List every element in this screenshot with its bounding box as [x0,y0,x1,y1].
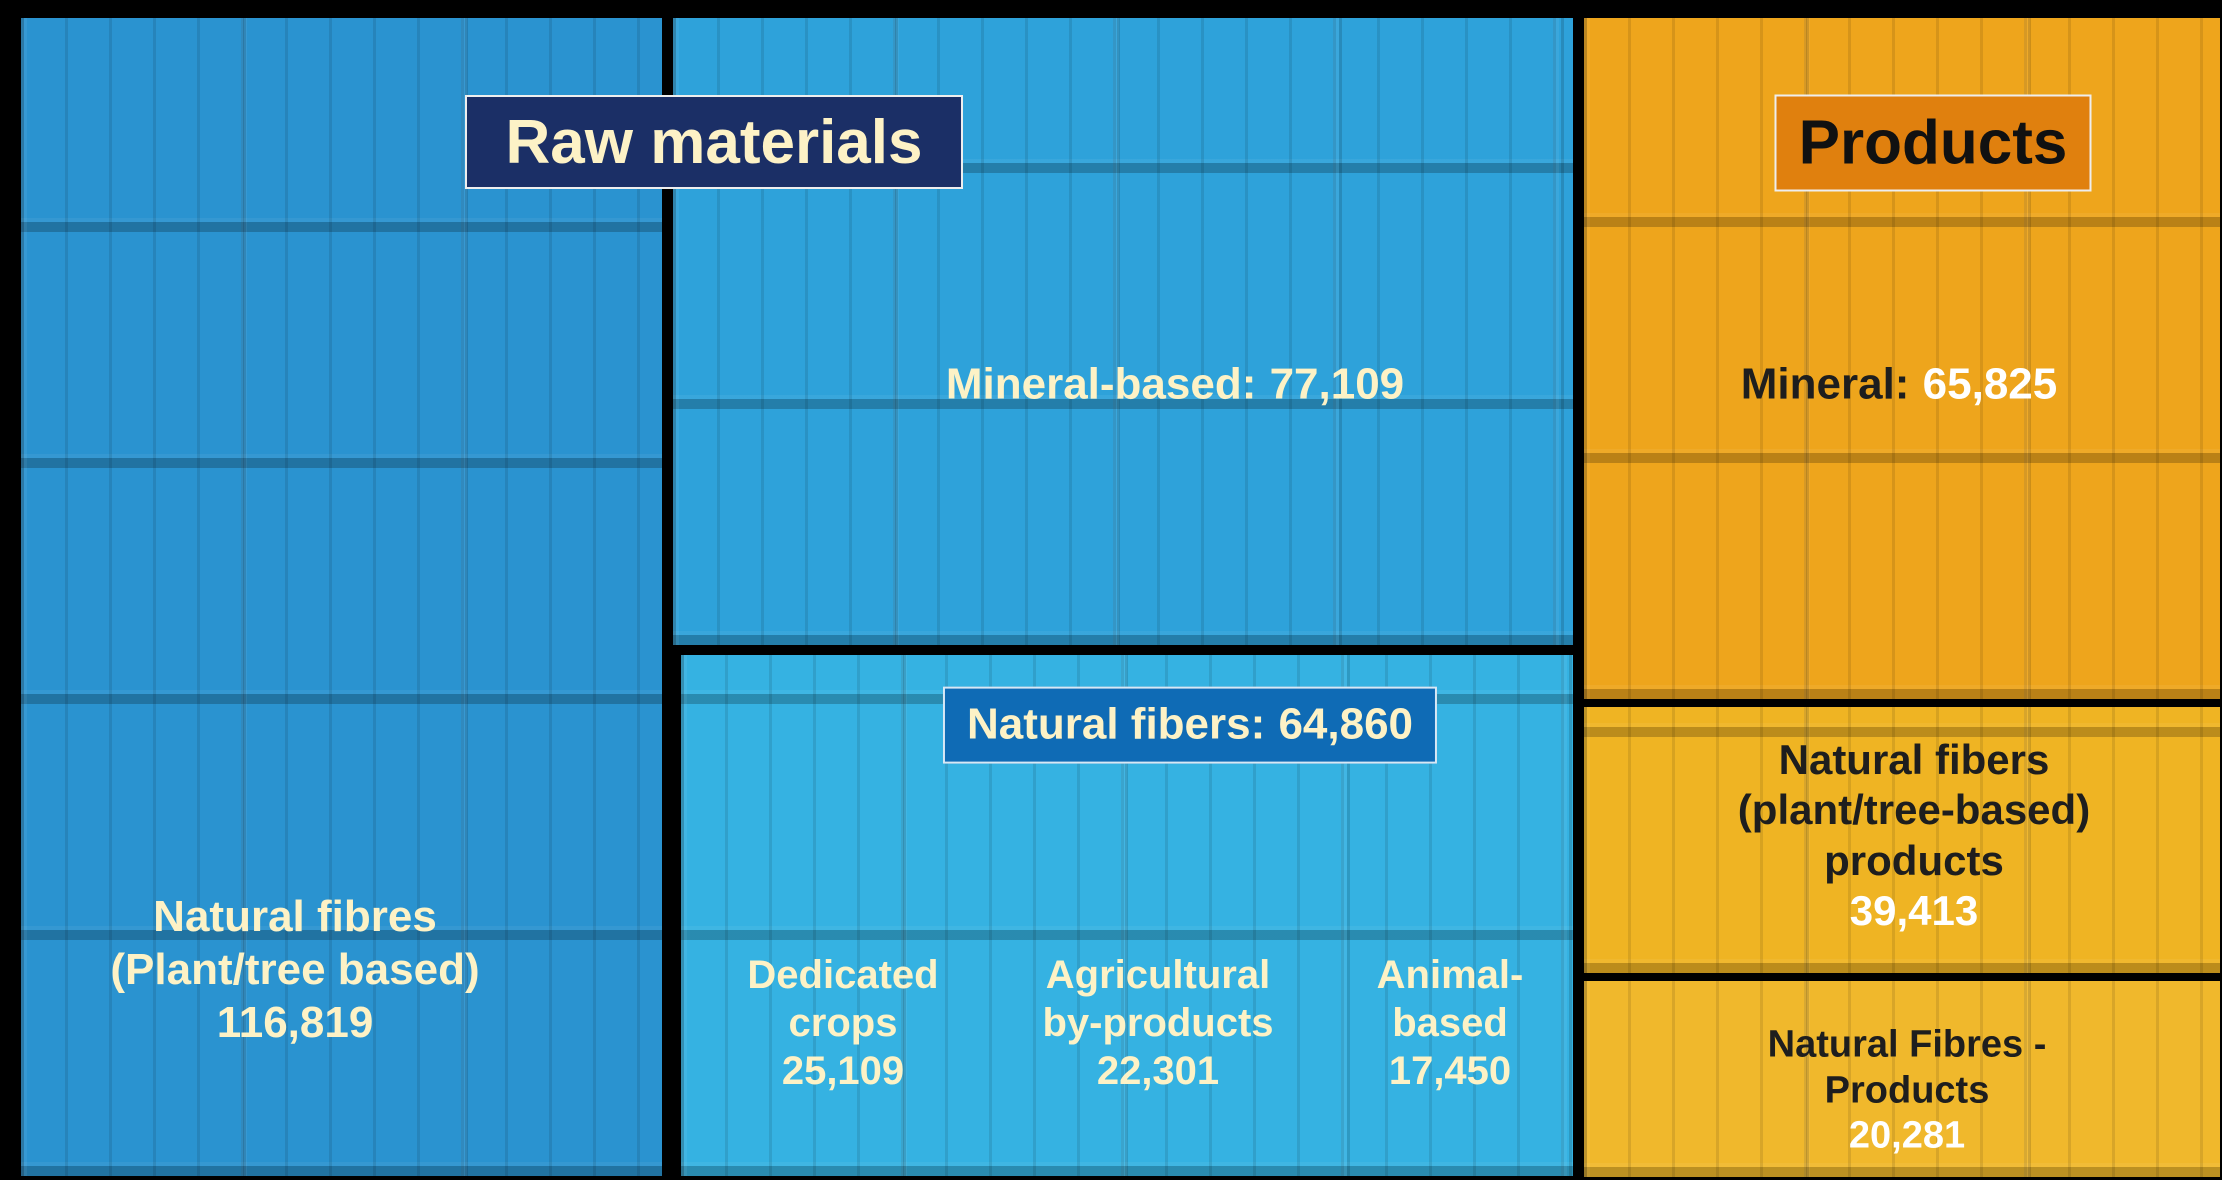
tile-value: 22,301 [1028,1047,1288,1095]
tile-label: Mineral-based: 77,109 [946,359,1404,412]
tile-name: Natural fibres (Plant/tree based) [110,892,479,994]
tile-label: Natural fibers: 64,860 [943,687,1437,764]
tile-name: Mineral: [1741,360,1910,409]
tile-name: Dedicated crops [747,953,938,1045]
tile-value: 25,109 [728,1047,958,1095]
tile-name: Natural fibers: [967,700,1265,749]
tile-value: 116,819 [60,996,530,1049]
tile-name: Mineral-based: [946,360,1257,409]
tile-label: Natural fibers (plant/tree-based) produc… [1689,735,2139,937]
tile-label: Natural fibres (Plant/tree based)116,819 [60,891,530,1049]
tile-name: Animal-based [1377,953,1524,1045]
tile-value: 17,450 [1365,1047,1535,1095]
tile-name: Agricultural by-products [1042,953,1273,1045]
tile-value: 20,281 [1727,1114,2087,1160]
group-title: Products [1775,95,2092,192]
tile-value: 39,413 [1689,886,2139,936]
tile-name: Natural fibers (plant/tree-based) produc… [1738,736,2090,884]
page: {"chart_data": {"type": "treemap", "grou… [0,0,2222,1180]
tile-value: 65,825 [1923,360,2058,409]
group-title: Raw materials [465,95,963,189]
treemap: Dedicated crops25,109 Agricultural by-pro… [0,0,2222,1180]
tile-label: Mineral: 65,825 [1741,359,2057,412]
tile-value: 77,109 [1270,360,1405,409]
tile-name: Natural Fibres - Products [1768,1024,2047,1112]
tile-value: 64,860 [1278,700,1413,749]
